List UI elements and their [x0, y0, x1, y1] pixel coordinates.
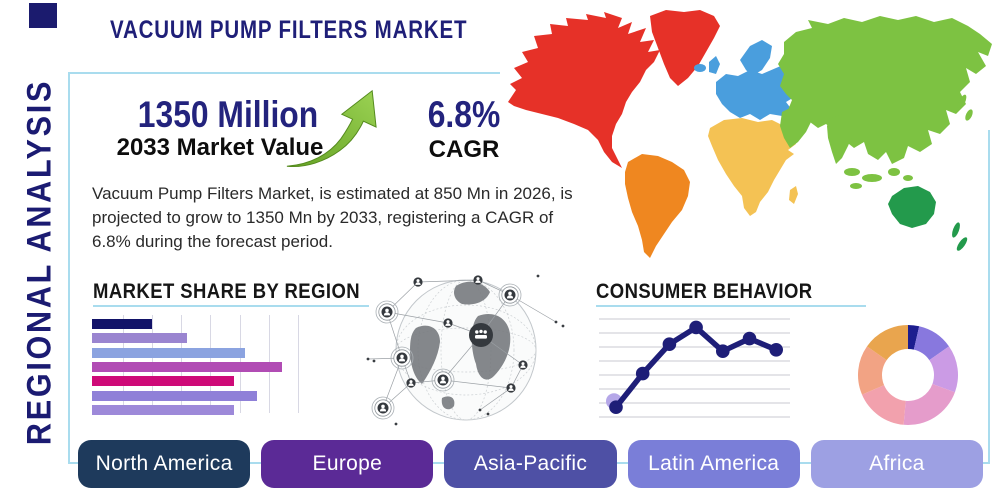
bar-segment: [92, 333, 187, 344]
panel-border-top: [68, 72, 500, 74]
market-description: Vacuum Pump Filters Market, is estimated…: [92, 184, 573, 251]
page-title: VACUUM PUMP FILTERS MARKET: [110, 16, 468, 44]
donut-slice: [903, 383, 955, 425]
vertical-sidebar-label: REGIONAL ANALYSIS: [20, 78, 59, 446]
section-title-consumer-behavior: CONSUMER BEHAVIOR: [596, 280, 813, 303]
region-button-latin-america[interactable]: Latin America: [627, 440, 800, 488]
consumer-behavior-underline: [596, 305, 866, 307]
region-buttons-row: North America Europe Asia-Pacific Latin Ame…: [78, 440, 984, 488]
donut-slice: [913, 326, 949, 361]
region-button-label: Europe: [312, 452, 383, 475]
market-share-underline: [93, 305, 369, 307]
bar-segment: [92, 319, 152, 329]
market-share-bar-chart: [92, 315, 324, 415]
region-button-label: Africa: [869, 452, 925, 475]
market-donut-chart: [858, 325, 958, 425]
panel-border-left: [68, 72, 70, 464]
donut-slice: [929, 346, 958, 393]
donut-slice: [867, 325, 908, 361]
bar-segment: [92, 390, 257, 401]
section-title-market-share: MARKET SHARE BY REGION: [93, 280, 361, 303]
donut-slice: [908, 325, 920, 350]
bar-gridline: [297, 315, 299, 413]
market-value: 1350 Million: [137, 94, 319, 135]
region-button-label: North America: [95, 452, 233, 475]
region-button-label: Asia-Pacific: [473, 452, 588, 475]
region-button-label: Latin America: [648, 452, 780, 475]
panel-border-right: [988, 130, 990, 464]
donut-slice: [861, 385, 906, 425]
region-button-africa[interactable]: Africa: [810, 440, 984, 488]
donut-slice: [858, 346, 887, 395]
bar-segment: [92, 376, 234, 387]
region-button-asia-pacific[interactable]: Asia-Pacific: [444, 440, 617, 488]
corner-accent-square: [29, 3, 57, 28]
region-button-north-america[interactable]: North America: [78, 440, 251, 488]
bar-segment: [92, 404, 234, 415]
globe-network-graphic: [360, 262, 572, 442]
bar-segment: [92, 347, 245, 358]
region-button-europe[interactable]: Europe: [261, 440, 434, 488]
cagr-value: 6.8%: [427, 94, 501, 135]
consumer-behavior-line-chart: [599, 318, 790, 418]
world-map-graphic: [508, 10, 992, 258]
bar-segment: [92, 361, 282, 372]
market-value-caption: 2033 Market Value: [116, 134, 324, 161]
growth-arrow-icon: [283, 86, 381, 170]
cagr-caption: CAGR: [428, 136, 500, 163]
